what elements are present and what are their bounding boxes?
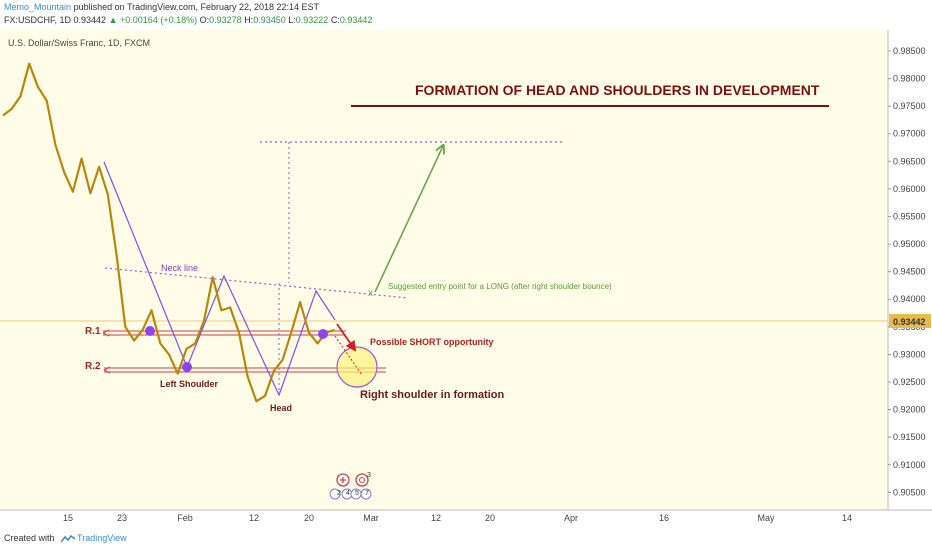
left-shoulder-label: Left Shoulder	[160, 379, 218, 389]
event-icon[interactable]	[360, 488, 372, 500]
y-tick-label: 0.97000	[893, 129, 926, 139]
x-tick-label: 16	[659, 513, 669, 523]
left-shoulder-point	[182, 362, 192, 372]
short-arrow	[336, 323, 357, 352]
x-tick-label: Mar	[363, 513, 379, 523]
close-value: 0.93442	[339, 15, 373, 25]
close-label: C:	[330, 15, 340, 25]
y-axis-area	[888, 30, 932, 510]
price-label-box	[889, 314, 931, 328]
y-tick-label: 0.94000	[893, 294, 926, 304]
r2-label: R.2	[85, 361, 101, 372]
y-tick-label: 0.93000	[893, 349, 926, 359]
publish-info: published on TradingView.com, February 2…	[73, 2, 320, 12]
x-tick-label: 23	[117, 513, 127, 523]
ohlc-line: FX:USDCHF, 1D 0.93442 ▲ +0.00164 (+0.18%…	[4, 15, 372, 25]
dividend-icon	[359, 477, 365, 483]
y-tick-label: 0.98500	[893, 46, 926, 56]
y-tick-label: 0.92500	[893, 377, 926, 387]
tradingview-link[interactable]: TradingView	[77, 533, 127, 543]
footer: Created with TradingView	[4, 533, 127, 543]
event-count: 3	[367, 472, 371, 479]
support-r1	[102, 329, 346, 337]
low-label: L:	[288, 15, 296, 25]
event-count: 5	[355, 490, 359, 497]
right-r1-point	[318, 329, 328, 339]
plot-area	[0, 30, 888, 510]
r1-label: R.1	[85, 326, 101, 337]
y-tick-label: 0.92000	[893, 405, 926, 415]
x-tick-label: 15	[63, 513, 73, 523]
high-value: 0.93450	[253, 15, 286, 25]
neck-line-label: Neck line	[161, 263, 198, 273]
y-tick-label: 0.95000	[893, 239, 926, 249]
x-tick-label: 14	[842, 513, 852, 523]
open-label: O:	[199, 15, 210, 25]
last-price: 0.93442	[73, 15, 107, 25]
y-tick-label: 0.91500	[893, 432, 926, 442]
open-value: 0.93278	[209, 15, 242, 25]
price-line	[2, 62, 336, 403]
tradingview-logo-icon	[61, 534, 76, 543]
price-change: +0.00164 (+0.18%)	[120, 15, 198, 25]
y-tick-label: 0.96500	[893, 156, 926, 166]
event-icon[interactable]	[329, 488, 341, 500]
low-value: 0.93222	[295, 15, 329, 25]
y-tick-label: 0.96000	[893, 184, 926, 194]
x-tick-label: Apr	[564, 513, 578, 523]
short-label: Possible SHORT opportunity	[370, 337, 494, 347]
x-tick-label: May	[757, 513, 775, 523]
right-shoulder-zone	[336, 346, 378, 388]
entry-mark: x	[368, 288, 373, 299]
x-axis-ticks: 15 23 Feb 12 20 Mar 12 20 Apr 16 May 14	[63, 513, 852, 523]
event-markers[interactable]: 3 2 4 5 7	[329, 472, 372, 500]
long-arrow	[374, 146, 443, 293]
pattern-title: FORMATION OF HEAD AND SHOULDERS IN DEVEL…	[415, 82, 820, 98]
x-tick-label: 20	[304, 513, 314, 523]
y-tick-label: 0.97500	[893, 101, 926, 111]
chart-title: U.S. Dollar/Swiss Franc, 1D, FXCM	[8, 38, 150, 48]
head-label: Head	[270, 403, 292, 413]
up-arrow-icon: ▲	[108, 15, 118, 25]
price-label: 0.93442	[893, 317, 926, 327]
x-tick-label: 12	[249, 513, 259, 523]
event-icon[interactable]	[355, 473, 369, 487]
y-tick-label: 0.94500	[893, 267, 926, 277]
event-count: 7	[365, 490, 369, 497]
x-tick-label: Feb	[177, 513, 193, 523]
x-tick-label: 20	[485, 513, 495, 523]
publish-line: Memo_Mountain published on TradingView.c…	[4, 2, 319, 12]
long-label: Suggested entry point for a LONG (after …	[388, 282, 612, 291]
left-r1-point	[145, 326, 155, 336]
symbol: FX:USDCHF, 1D	[4, 15, 72, 25]
y-tick-label: 0.91000	[893, 460, 926, 470]
x-tick-label: 12	[431, 513, 441, 523]
pattern-outline	[103, 161, 336, 397]
y-tick-label: 0.90500	[893, 487, 926, 497]
author-link[interactable]: Memo_Mountain	[4, 2, 72, 12]
neck-line	[104, 267, 409, 299]
high-label: H:	[244, 15, 254, 25]
created-with: Created with	[4, 533, 55, 543]
plus-icon	[340, 477, 346, 483]
right-shoulder-label: Right shoulder in formation	[360, 389, 504, 401]
event-count: 4	[346, 490, 350, 497]
y-tick-label: 0.95500	[893, 211, 926, 221]
y-tick-label: 0.98000	[893, 74, 926, 84]
event-count: 2	[337, 490, 341, 497]
